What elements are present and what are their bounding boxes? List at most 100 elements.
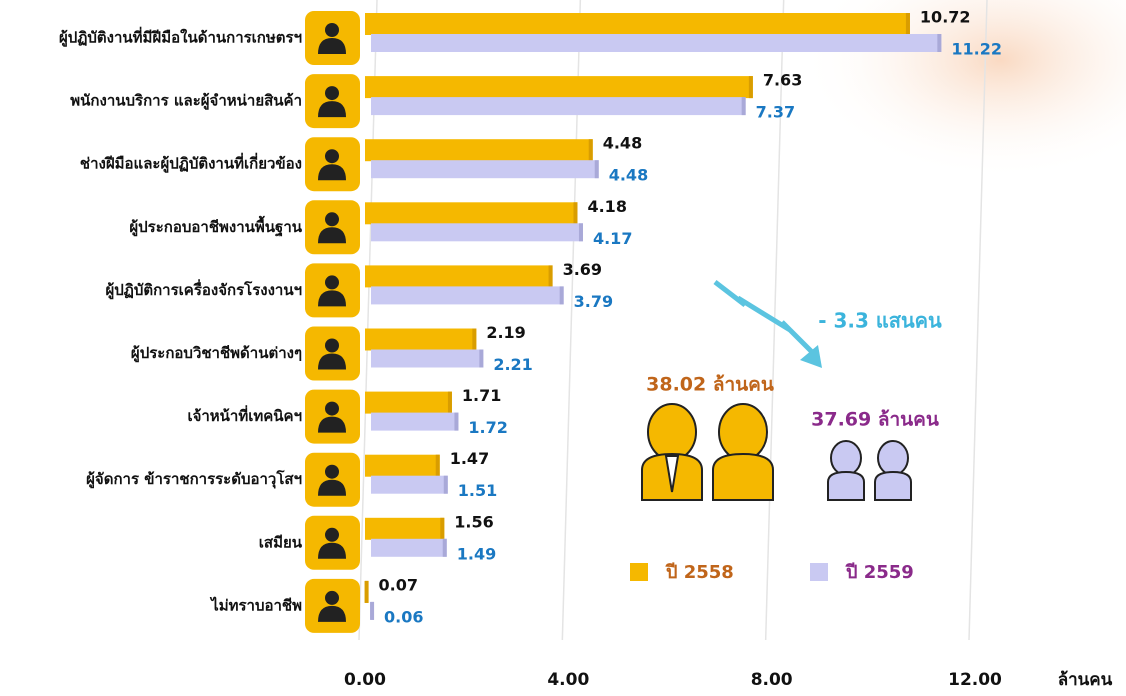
icon-head bbox=[325, 86, 339, 100]
bar bbox=[371, 160, 599, 178]
chart: ผู้ปฏิบัติงานที่มีฝีมือในด้านการเกษตรฯ 10… bbox=[0, 0, 1126, 696]
value-label: 4.48 bbox=[609, 166, 648, 185]
x-axis-label: ล้านคน bbox=[1058, 670, 1113, 690]
bar-edge bbox=[906, 13, 910, 35]
category-icon bbox=[305, 516, 360, 570]
bar bbox=[371, 350, 483, 368]
bar bbox=[365, 518, 444, 540]
value-label: 1.72 bbox=[468, 418, 507, 437]
value-label: 4.17 bbox=[593, 229, 632, 248]
bar bbox=[365, 13, 910, 35]
bar-edge bbox=[454, 413, 458, 431]
legend-swatch bbox=[810, 563, 828, 581]
category-icon bbox=[305, 200, 360, 254]
value-label: 10.72 bbox=[920, 8, 971, 27]
x-tick-label: 12.00 bbox=[948, 670, 1002, 690]
value-label: 2.21 bbox=[493, 355, 532, 374]
category-label: ไม่ทราบอาชีพ bbox=[209, 595, 302, 614]
bar bbox=[365, 139, 593, 161]
bar bbox=[365, 392, 452, 414]
icon-head bbox=[325, 591, 339, 605]
category-label: ช่างฝีมือและผู้ปฏิบัติงานที่เกี่ยวข้อง bbox=[80, 153, 302, 174]
icon-head bbox=[325, 465, 339, 479]
category-icon bbox=[305, 327, 360, 381]
category-label: ผู้ประกอบอาชีพงานพื้นฐาน bbox=[129, 215, 302, 237]
change-annotation: - 3.3 แสนคน bbox=[818, 309, 942, 333]
bar-edge bbox=[448, 392, 452, 414]
bar bbox=[365, 76, 753, 98]
bar bbox=[371, 34, 941, 52]
legend-label: ปี 2558 bbox=[665, 562, 734, 583]
value-label: 7.37 bbox=[756, 103, 795, 122]
bar-edge bbox=[560, 286, 564, 304]
category-icon bbox=[305, 74, 360, 128]
category-label: เจ้าหน้าที่เทคนิคฯ bbox=[187, 405, 302, 425]
bar-edge bbox=[479, 350, 483, 368]
bar-edge bbox=[436, 455, 440, 477]
category-icon bbox=[305, 390, 360, 444]
bar-edge bbox=[742, 97, 746, 115]
x-tick-label: 0.00 bbox=[344, 670, 386, 690]
category-icon bbox=[305, 11, 360, 65]
icon-head bbox=[325, 212, 339, 226]
category-label: ผู้ปฏิบัติงานที่มีฝีมือในด้านการเกษตรฯ bbox=[59, 27, 302, 48]
category-label: ผู้จัดการ ข้าราชการระดับอาวุโสฯ bbox=[86, 469, 302, 489]
bar-edge bbox=[444, 476, 448, 494]
value-label: 4.18 bbox=[587, 197, 626, 216]
icon-head bbox=[325, 528, 339, 542]
legend-label: ปี 2559 bbox=[845, 562, 914, 583]
bar bbox=[365, 202, 577, 224]
value-label: 4.48 bbox=[603, 134, 642, 153]
value-label: 7.63 bbox=[763, 71, 802, 90]
bar bbox=[371, 97, 746, 115]
value-label: 0.07 bbox=[379, 575, 418, 594]
bar bbox=[365, 455, 440, 477]
bar-edge bbox=[749, 76, 753, 98]
bar bbox=[371, 476, 448, 494]
total-2558: 38.02 ล้านคน bbox=[646, 374, 774, 396]
x-tick-label: 4.00 bbox=[547, 670, 589, 690]
value-label: 1.71 bbox=[462, 386, 501, 405]
bar-edge bbox=[443, 539, 447, 557]
bar bbox=[371, 223, 583, 241]
bar-edge bbox=[370, 602, 374, 620]
bar bbox=[371, 413, 458, 431]
value-label: 0.06 bbox=[384, 607, 423, 626]
bar-edge bbox=[573, 202, 577, 224]
category-label: ผู้ปฏิบัติการเครื่องจักรโรงงานฯ bbox=[105, 279, 302, 300]
value-label: 1.56 bbox=[454, 512, 493, 531]
bar-edge bbox=[937, 34, 941, 52]
category-icon bbox=[305, 137, 360, 191]
category-label: ผู้ประกอบวิชาชีพด้านต่างๆ bbox=[131, 344, 302, 363]
bar-edge bbox=[579, 223, 583, 241]
value-label: 1.51 bbox=[458, 481, 497, 500]
legend-swatch bbox=[630, 563, 648, 581]
bar-edge bbox=[472, 329, 476, 351]
bar bbox=[371, 539, 447, 557]
category-icon bbox=[305, 579, 360, 633]
icon-head bbox=[325, 275, 339, 289]
bar-edge bbox=[549, 265, 553, 287]
value-label: 1.49 bbox=[457, 544, 496, 563]
icon-head bbox=[325, 23, 339, 37]
category-icon bbox=[305, 453, 360, 507]
value-label: 11.22 bbox=[951, 40, 1002, 59]
value-label: 1.47 bbox=[450, 449, 489, 468]
bar bbox=[371, 286, 564, 304]
people-2559 bbox=[828, 441, 911, 500]
icon-head bbox=[325, 149, 339, 163]
icon-head bbox=[325, 402, 339, 416]
x-tick-label: 8.00 bbox=[751, 670, 793, 690]
bar bbox=[365, 329, 476, 351]
value-label: 3.69 bbox=[563, 260, 602, 279]
category-label: เสมียน bbox=[259, 533, 303, 551]
category-icon bbox=[305, 263, 360, 317]
icon-head bbox=[325, 339, 339, 353]
bar-edge bbox=[595, 160, 599, 178]
bar-edge bbox=[440, 518, 444, 540]
value-label: 3.79 bbox=[574, 292, 613, 311]
decrease-arrow bbox=[715, 282, 812, 352]
value-label: 2.19 bbox=[486, 323, 525, 342]
people-2558 bbox=[642, 404, 773, 500]
bar-edge bbox=[589, 139, 593, 161]
